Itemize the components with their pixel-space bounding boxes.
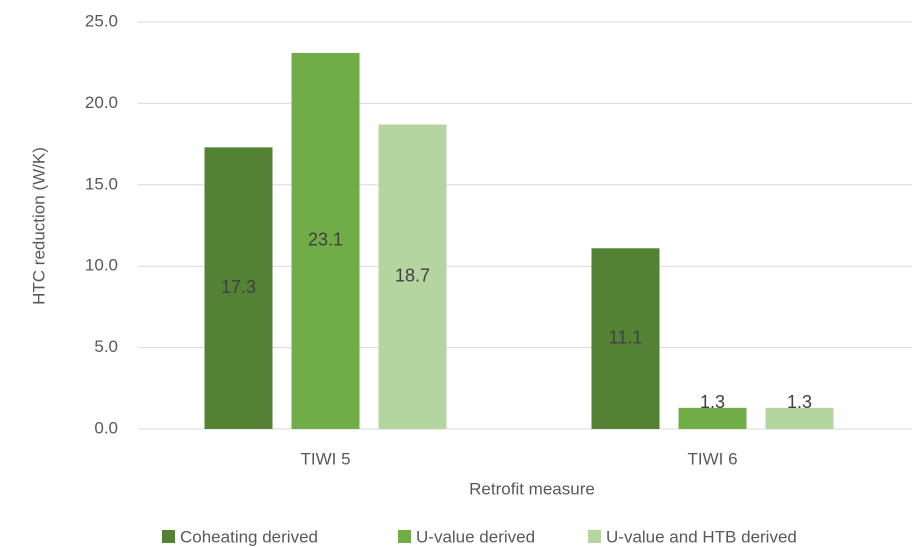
value-label: 18.7 xyxy=(395,266,430,286)
bar xyxy=(204,147,273,429)
x-axis-label: Retrofit measure xyxy=(469,479,595,498)
value-label: 11.1 xyxy=(609,327,643,347)
legend-label: U-value and HTB derived xyxy=(606,527,797,546)
legend-swatch xyxy=(162,530,175,543)
y-axis-label: HTC reduction (W/K) xyxy=(29,147,48,305)
y-tick-label: 5.0 xyxy=(94,337,118,356)
value-label: 1.3 xyxy=(787,392,812,412)
y-tick-label: 25.0 xyxy=(85,11,118,30)
bar xyxy=(765,407,834,429)
y-tick-label: 15.0 xyxy=(85,174,118,193)
legend-label: U-value derived xyxy=(416,527,535,546)
legend-swatch xyxy=(398,530,411,543)
x-tick-label: TIWI 5 xyxy=(300,449,350,468)
x-tick-label: TIWI 6 xyxy=(687,449,737,468)
y-tick-label: 20.0 xyxy=(85,93,118,112)
value-label: 23.1 xyxy=(308,230,343,250)
y-tick-label: 10.0 xyxy=(85,256,118,275)
bar xyxy=(678,407,747,429)
bar xyxy=(291,52,360,429)
legend-label: Coheating derived xyxy=(180,527,318,546)
legend-swatch xyxy=(588,530,601,543)
bar xyxy=(591,248,660,429)
value-label: 17.3 xyxy=(221,277,256,297)
bar xyxy=(378,124,447,430)
y-tick-label: 0.0 xyxy=(94,418,118,437)
value-label: 1.3 xyxy=(700,392,725,412)
